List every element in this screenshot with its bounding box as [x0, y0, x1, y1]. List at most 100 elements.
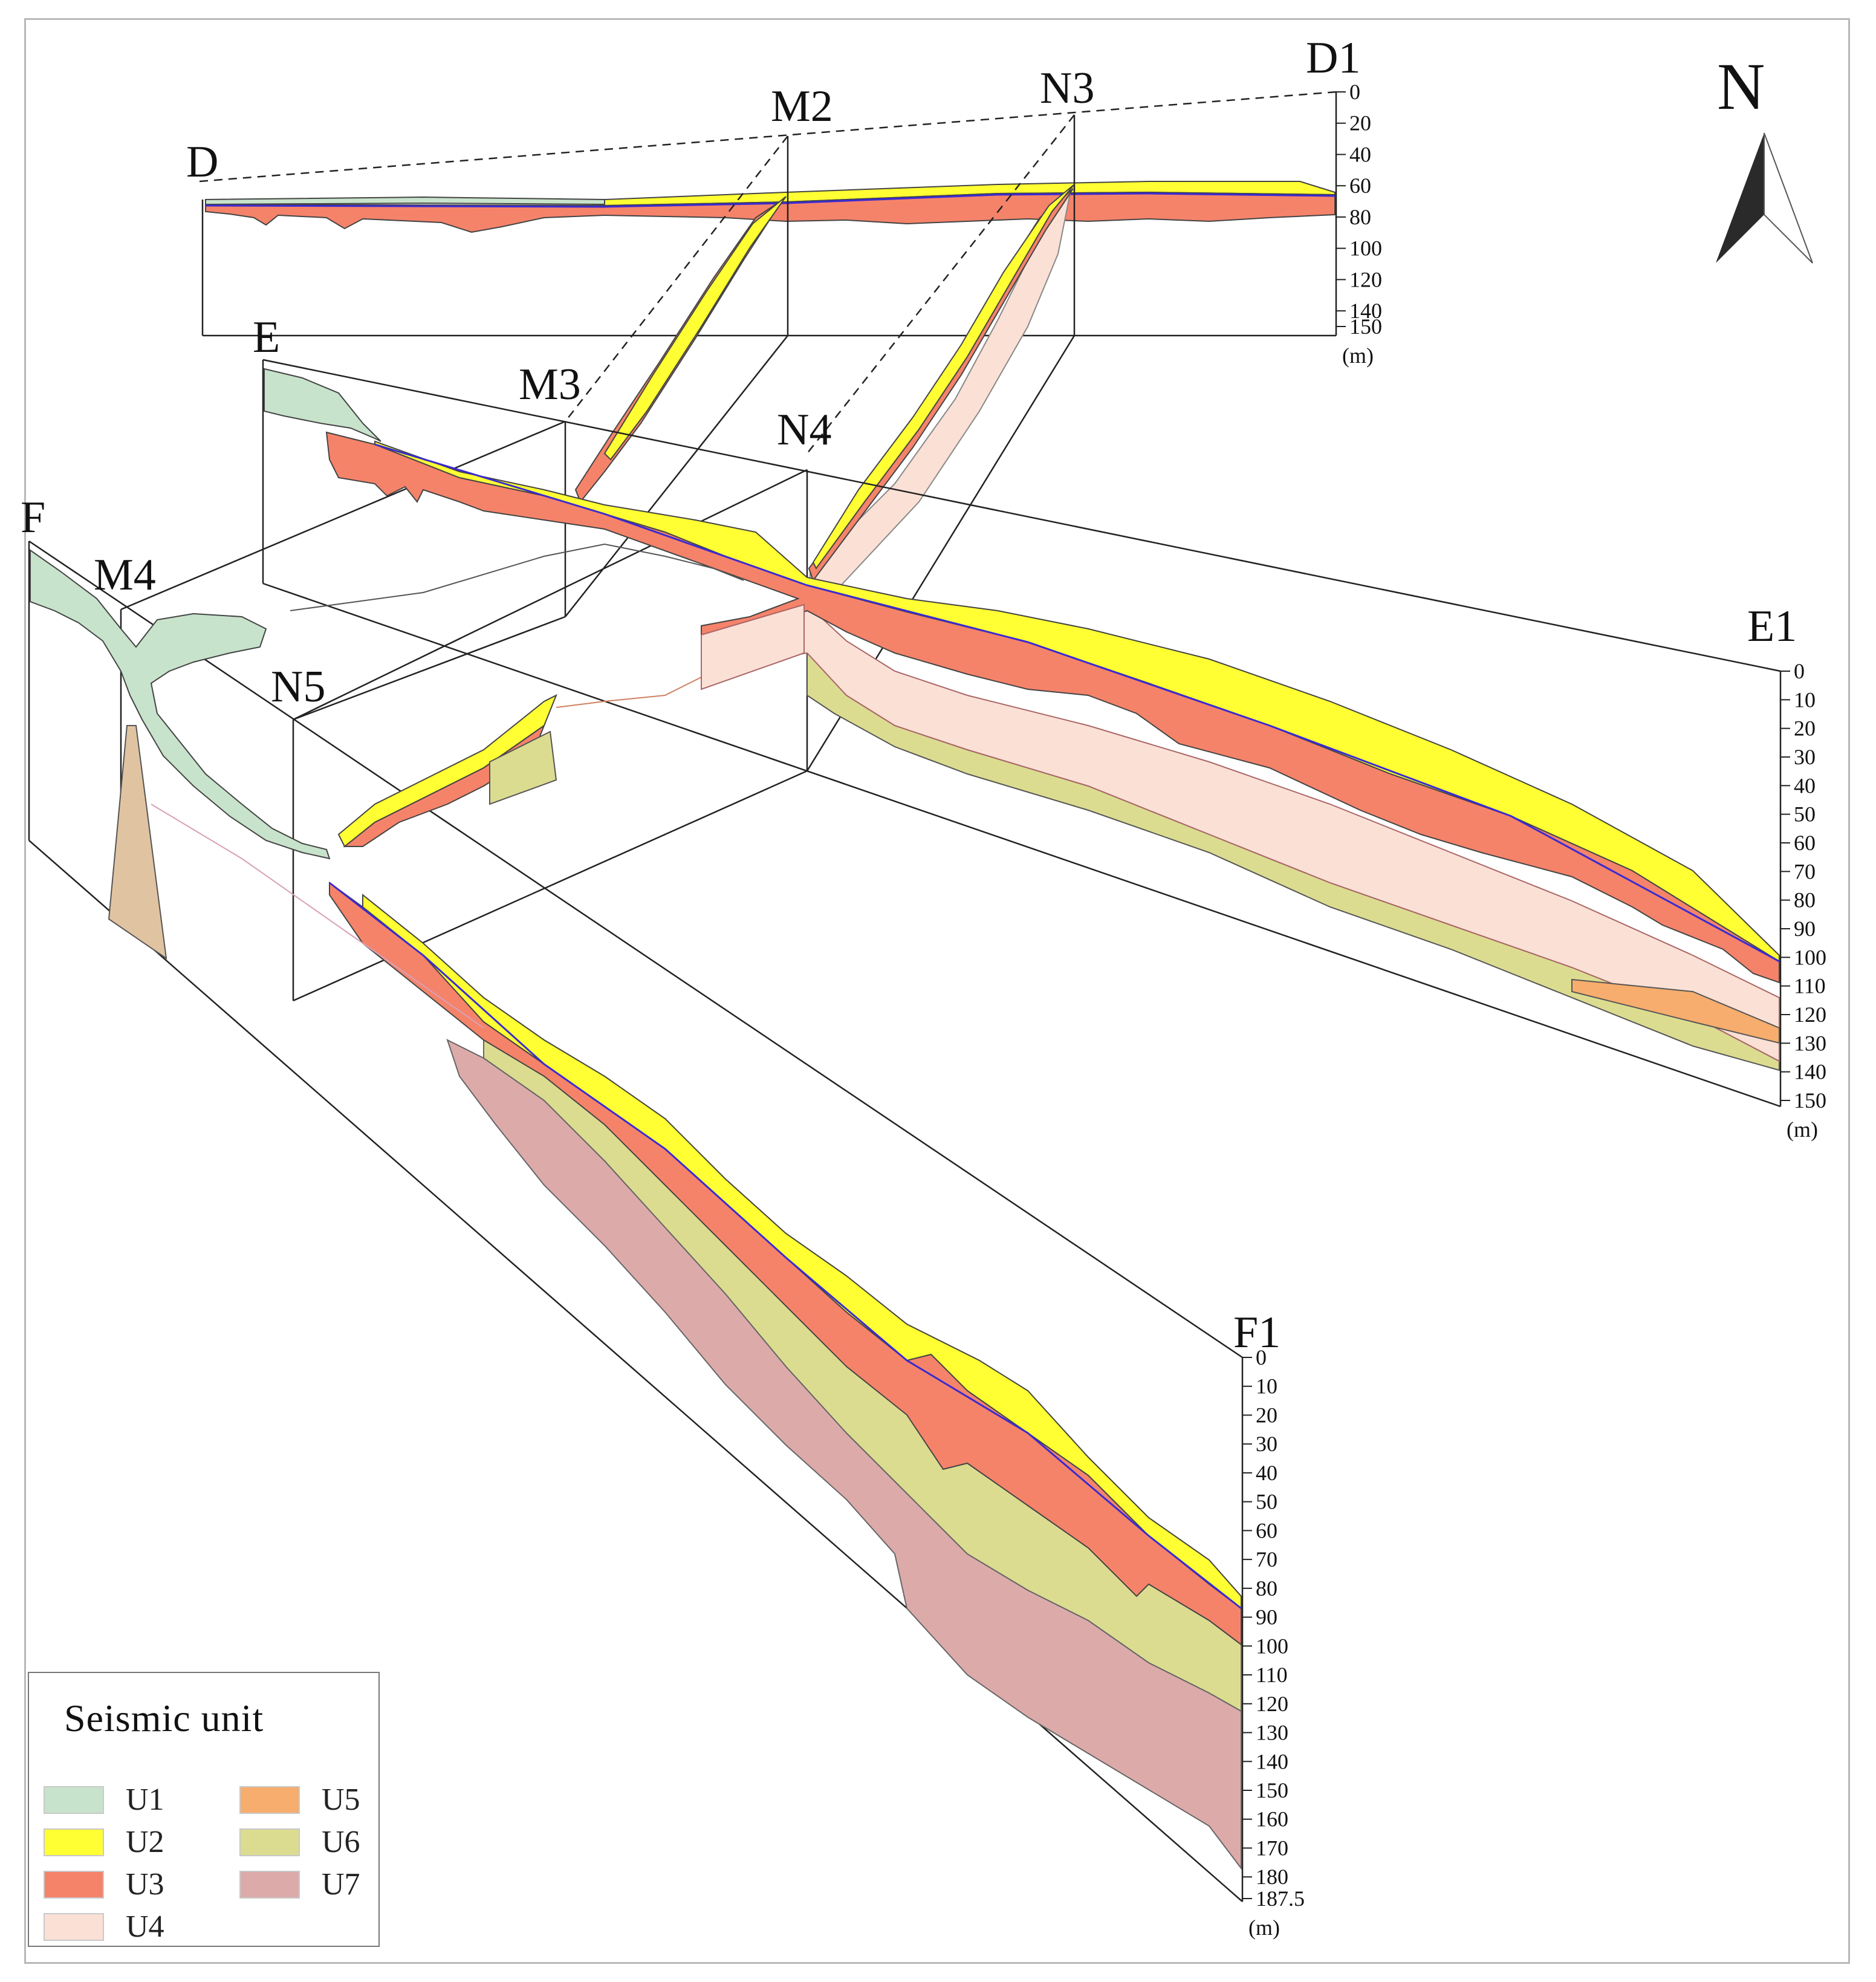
depth-tick-label-f1: 60 — [1256, 1518, 1277, 1542]
legend-item-u3: U3 — [44, 1867, 164, 1902]
profile-f — [28, 540, 1244, 1902]
e-unit-u2 — [374, 440, 1780, 963]
legend-swatch-u4 — [44, 1912, 104, 1941]
label-m2: M2 — [771, 82, 833, 131]
label-d: D — [186, 137, 218, 187]
depth-tick-label-e1: 150 — [1794, 1088, 1826, 1113]
legend-swatch-u1 — [44, 1785, 104, 1814]
depth-tick-label-d1: 100 — [1349, 236, 1382, 261]
legend-item-u2: U2 — [44, 1824, 164, 1860]
legend-swatch-u2 — [44, 1828, 104, 1856]
depth-tick-label-f1: 30 — [1256, 1432, 1277, 1456]
label-f: F — [21, 493, 45, 542]
depth-tick-label-e1: 70 — [1794, 859, 1816, 883]
legend: Seismic unit U1 U2 U3 U4 U5 U6 U7 — [28, 1672, 380, 1947]
profile-labels: D D1 E E1 F F1 M2 M3 M4 N3 N4 N5 — [21, 33, 1797, 1357]
label-m3: M3 — [519, 360, 581, 409]
label-e1: E1 — [1747, 602, 1797, 651]
depth-tick-label-f1: 0 — [1256, 1345, 1267, 1370]
d-unit-u1 — [205, 196, 605, 206]
depth-tick-label-d1: 60 — [1349, 174, 1371, 198]
depth-tick-label-e1: 90 — [1794, 917, 1816, 941]
depth-tick-label-d1: 0 — [1349, 80, 1360, 104]
north-arrow-icon — [1716, 133, 1764, 263]
north-arrow: N — [1699, 48, 1820, 272]
depth-tick-label-f1: 40 — [1256, 1461, 1277, 1485]
depth-tick-label-e1: 60 — [1794, 831, 1816, 855]
depth-tick-label-f1: 100 — [1256, 1634, 1288, 1658]
depth-tick-label-f1: 180 — [1256, 1865, 1288, 1889]
legend-label-u2: U2 — [126, 1825, 164, 1859]
legend-item-u6: U6 — [239, 1824, 360, 1860]
depth-tick-label-e1: 50 — [1794, 802, 1816, 827]
legend-swatch-u3 — [44, 1870, 104, 1899]
depth-tick-label-f1: 160 — [1256, 1807, 1288, 1831]
north-label: N — [1717, 50, 1765, 123]
legend-label-u7: U7 — [322, 1867, 360, 1902]
depth-tick-label-f1: 150 — [1256, 1778, 1288, 1802]
label-n5: N5 — [271, 662, 325, 712]
depth-unit-d1: (m) — [1342, 343, 1374, 368]
f-unit-u7 — [446, 1039, 1242, 1870]
depth-tick-label-f1: 187.5 — [1256, 1886, 1305, 1911]
depth-tick-label-e1: 80 — [1794, 888, 1816, 912]
figure-frame — [24, 18, 1850, 1964]
legend-swatch-u5 — [239, 1785, 300, 1814]
depth-tick-label-e1: 0 — [1794, 659, 1805, 683]
label-e: E — [253, 313, 280, 362]
depth-tick-label-d1: 20 — [1349, 111, 1371, 135]
label-n4: N4 — [777, 405, 831, 455]
depth-tick-label-e1: 130 — [1794, 1031, 1826, 1055]
legend-label-u6: U6 — [322, 1825, 360, 1859]
depth-tick-label-e1: 40 — [1794, 773, 1816, 798]
depth-tick-label-f1: 120 — [1256, 1692, 1288, 1716]
legend-item-u4: U4 — [44, 1909, 164, 1945]
depth-tick-label-f1: 130 — [1256, 1721, 1288, 1745]
depth-tick-label-f1: 110 — [1256, 1663, 1288, 1687]
legend-item-u5: U5 — [239, 1782, 360, 1818]
depth-axis-f1: 0 10 20 30 40 50 60 70 80 90 100 110 120 130 140 150 160… — [1242, 1345, 1305, 1940]
depth-tick-label-e1: 140 — [1794, 1060, 1826, 1084]
label-m4: M4 — [94, 550, 156, 600]
depth-axis-e1: 0 10 20 30 40 50 60 70 80 90 100 110 120 130 140 150 (m) — [1780, 659, 1826, 1142]
legend-item-u1: U1 — [44, 1782, 164, 1818]
profile-e — [262, 359, 1782, 1108]
legend-swatch-u7 — [239, 1870, 300, 1899]
e-unit-u5 — [1571, 978, 1780, 1044]
depth-tick-label-f1: 20 — [1256, 1403, 1277, 1427]
depth-tick-label-f1: 140 — [1256, 1749, 1288, 1773]
depth-unit-e1: (m) — [1787, 1117, 1818, 1142]
depth-tick-label-e1: 10 — [1794, 687, 1816, 712]
depth-tick-label-e1: 100 — [1794, 945, 1826, 969]
legend-title: Seismic unit — [64, 1697, 264, 1740]
depth-tick-label-e1: 110 — [1794, 974, 1826, 998]
depth-tick-label-e1: 120 — [1794, 1002, 1826, 1027]
depth-tick-label-d1: 80 — [1349, 205, 1371, 229]
f-unit-u1 — [30, 549, 331, 860]
depth-tick-label-d1: 120 — [1349, 267, 1382, 291]
legend-label-u4: U4 — [126, 1909, 164, 1944]
e-unit-u1 — [264, 368, 381, 442]
tie-lines — [120, 114, 1076, 1002]
depth-tick-label-f1: 170 — [1256, 1836, 1288, 1860]
label-n3: N3 — [1040, 63, 1094, 113]
legend-label-u5: U5 — [322, 1782, 360, 1817]
depth-tick-label-f1: 90 — [1256, 1605, 1277, 1629]
legend-item-u7: U7 — [239, 1867, 360, 1902]
f-unit-u7-band-west — [108, 725, 167, 960]
depth-unit-f1: (m) — [1248, 1915, 1280, 1940]
depth-tick-label-d1: 140 — [1349, 299, 1382, 323]
legend-label-u1: U1 — [126, 1782, 164, 1817]
depth-tick-label-f1: 70 — [1256, 1547, 1277, 1571]
depth-axes: 020406080100120140150(m)0102030405060708… — [1242, 80, 1826, 1940]
depth-tick-label-f1: 10 — [1256, 1374, 1277, 1399]
depth-tick-label-f1: 50 — [1256, 1490, 1277, 1514]
depth-tick-label-e1: 20 — [1794, 716, 1816, 741]
label-d1: D1 — [1306, 33, 1360, 83]
legend-label-u3: U3 — [126, 1867, 164, 1902]
depth-tick-label-f1: 80 — [1256, 1576, 1277, 1600]
legend-swatch-u6 — [239, 1828, 300, 1856]
label-f1: F1 — [1233, 1308, 1280, 1357]
e-unit-u4 — [701, 603, 1780, 1062]
